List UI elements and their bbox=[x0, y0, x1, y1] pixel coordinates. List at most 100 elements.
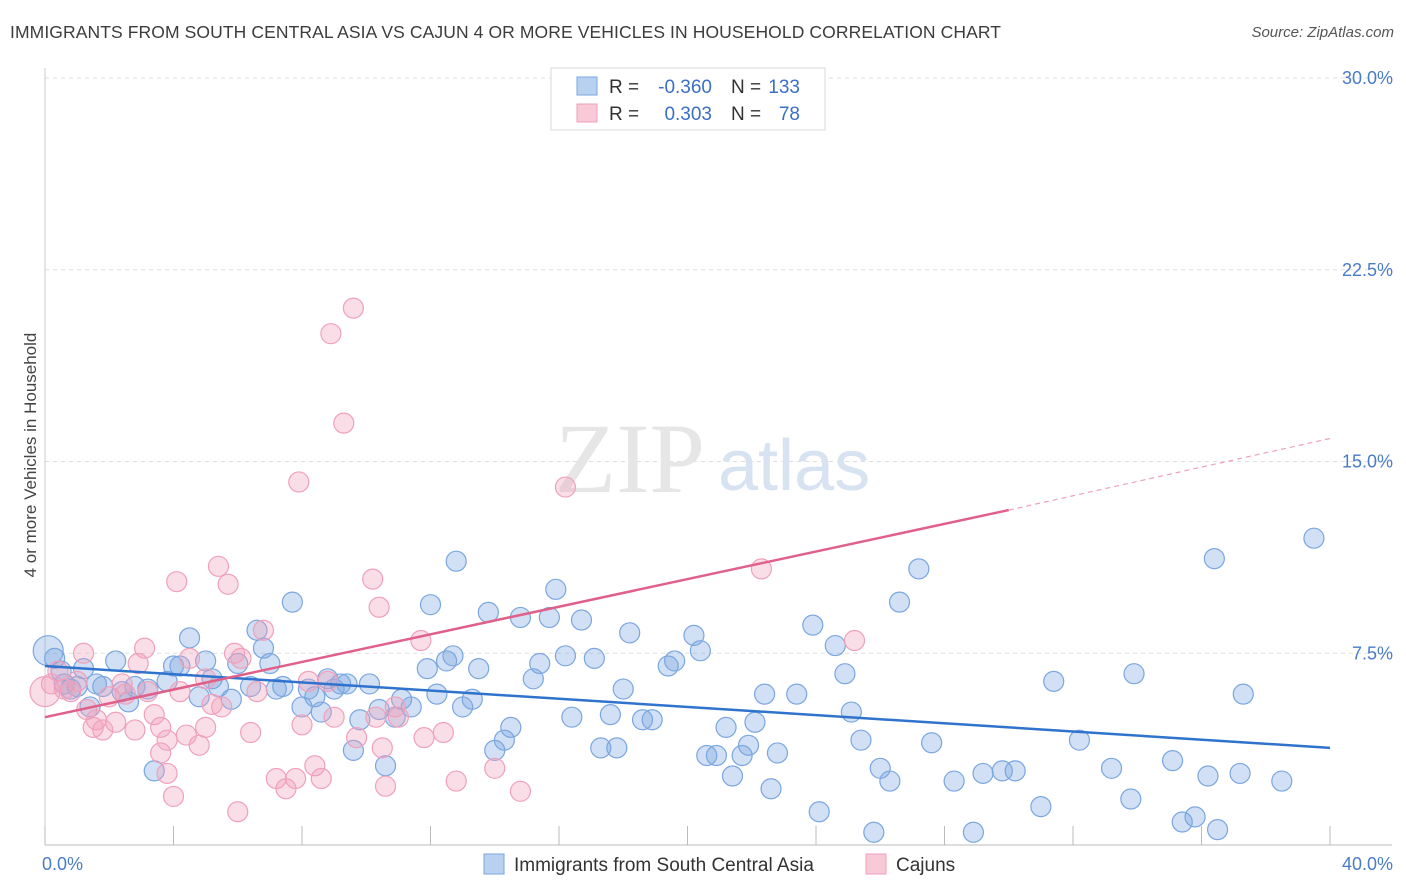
blue-point bbox=[786, 683, 808, 705]
blue-point bbox=[1184, 806, 1206, 828]
legend-pink-r-value: 0.303 bbox=[664, 104, 712, 125]
blue-point bbox=[468, 657, 490, 680]
pink-point bbox=[346, 727, 368, 749]
pink-point bbox=[387, 706, 409, 728]
blue-point bbox=[612, 678, 634, 700]
blue-point bbox=[590, 737, 612, 759]
pink-point bbox=[288, 471, 310, 493]
blue-point bbox=[583, 647, 605, 669]
watermark: ZIP atlas bbox=[555, 403, 870, 514]
pink-point bbox=[371, 737, 393, 759]
pink-point bbox=[162, 785, 185, 808]
pink-point bbox=[150, 742, 172, 764]
blue-point bbox=[921, 732, 943, 754]
blue-point bbox=[545, 578, 567, 600]
blue-point bbox=[760, 778, 782, 800]
blue-point bbox=[943, 770, 965, 792]
blue-point bbox=[349, 709, 371, 731]
y-tick-labels: 7.5% 15.0% 22.5% 30.0% bbox=[1342, 68, 1393, 663]
blue-point bbox=[426, 683, 448, 705]
bottom-legend-swatch-blue bbox=[483, 853, 505, 875]
pink-trend-extension bbox=[1008, 437, 1331, 511]
series-pink-points bbox=[29, 297, 866, 823]
pink-point bbox=[310, 767, 332, 790]
y-tick-label-2: 22.5% bbox=[1342, 260, 1393, 280]
blue-point bbox=[529, 652, 551, 675]
pink-point bbox=[843, 629, 866, 652]
pink-point bbox=[195, 668, 217, 690]
source-label: Source: ZipAtlas.com bbox=[1251, 24, 1394, 41]
series-blue-points bbox=[32, 527, 1325, 843]
blue-point bbox=[802, 614, 824, 636]
blue-point bbox=[879, 770, 901, 792]
pink-point bbox=[323, 706, 345, 728]
blue-point bbox=[962, 821, 985, 843]
pink-point bbox=[143, 704, 165, 726]
blue-point bbox=[1206, 819, 1229, 841]
pink-point bbox=[178, 647, 201, 669]
legend-swatch-blue bbox=[576, 76, 598, 96]
legend-blue-r-value: -0.360 bbox=[658, 77, 712, 98]
pink-point bbox=[368, 596, 390, 618]
pink-point bbox=[246, 680, 268, 703]
blue-point bbox=[570, 609, 593, 631]
y-tick-label-3: 30.0% bbox=[1342, 68, 1393, 88]
pink-point bbox=[72, 642, 95, 664]
pink-point bbox=[317, 670, 339, 692]
pink-point bbox=[105, 711, 127, 733]
blue-point bbox=[419, 594, 442, 616]
blue-point bbox=[445, 550, 467, 572]
pink-point bbox=[195, 716, 217, 738]
blue-point bbox=[991, 760, 1013, 782]
blue-point bbox=[1100, 757, 1123, 779]
bottom-legend-swatch-pink bbox=[865, 853, 887, 875]
pink-point bbox=[133, 637, 156, 659]
chart-title: IMMIGRANTS FROM SOUTH CENTRAL ASIA VS CA… bbox=[10, 22, 1002, 42]
blue-point bbox=[493, 729, 515, 751]
blue-point bbox=[538, 606, 560, 629]
pink-point bbox=[227, 801, 249, 823]
pink-point bbox=[207, 555, 230, 577]
legend-blue-n-value: 133 bbox=[768, 77, 800, 98]
pink-point bbox=[150, 716, 172, 738]
blue-point bbox=[664, 650, 686, 672]
blue-point bbox=[731, 744, 753, 767]
pink-point bbox=[252, 619, 275, 641]
pink-point bbox=[40, 673, 63, 695]
blue-point bbox=[744, 711, 766, 733]
pink-point bbox=[374, 775, 397, 797]
blue-point bbox=[641, 709, 663, 731]
correlation-legend: R = -0.360 N = 133 R = 0.303 N = 78 bbox=[550, 67, 826, 131]
y-tick-label-0: 7.5% bbox=[1352, 643, 1393, 663]
pink-point bbox=[320, 323, 342, 345]
blue-point bbox=[178, 627, 201, 649]
legend-blue-r-label: R = bbox=[609, 77, 639, 98]
pink-point bbox=[484, 757, 506, 779]
blue-point bbox=[342, 739, 364, 762]
blue-point bbox=[1123, 663, 1145, 685]
legend-pink-r-label: R = bbox=[609, 104, 639, 125]
x-tick-max: 40.0% bbox=[1342, 854, 1393, 874]
legend-pink-n-value: 78 bbox=[779, 104, 800, 125]
pink-point bbox=[554, 476, 577, 498]
legend-pink-n-label: N = bbox=[731, 104, 761, 125]
blue-point bbox=[358, 673, 381, 695]
legend-swatch-pink bbox=[576, 103, 598, 123]
pink-point bbox=[410, 629, 432, 652]
blue-point bbox=[1030, 796, 1052, 818]
blue-point bbox=[737, 734, 760, 756]
blue-point bbox=[1203, 548, 1225, 570]
blue-point bbox=[753, 683, 776, 705]
watermark-atlas: atlas bbox=[718, 426, 870, 506]
y-axis-label: 4 or more Vehicles in Household bbox=[21, 333, 40, 578]
pink-point bbox=[211, 696, 233, 718]
pink-point bbox=[362, 568, 384, 590]
blue-point bbox=[416, 657, 438, 680]
pink-point bbox=[47, 660, 69, 682]
blue-point bbox=[888, 591, 911, 613]
pink-point bbox=[169, 680, 191, 703]
blue-point bbox=[310, 701, 332, 723]
trend-lines bbox=[44, 437, 1331, 750]
pink-point bbox=[284, 767, 307, 790]
